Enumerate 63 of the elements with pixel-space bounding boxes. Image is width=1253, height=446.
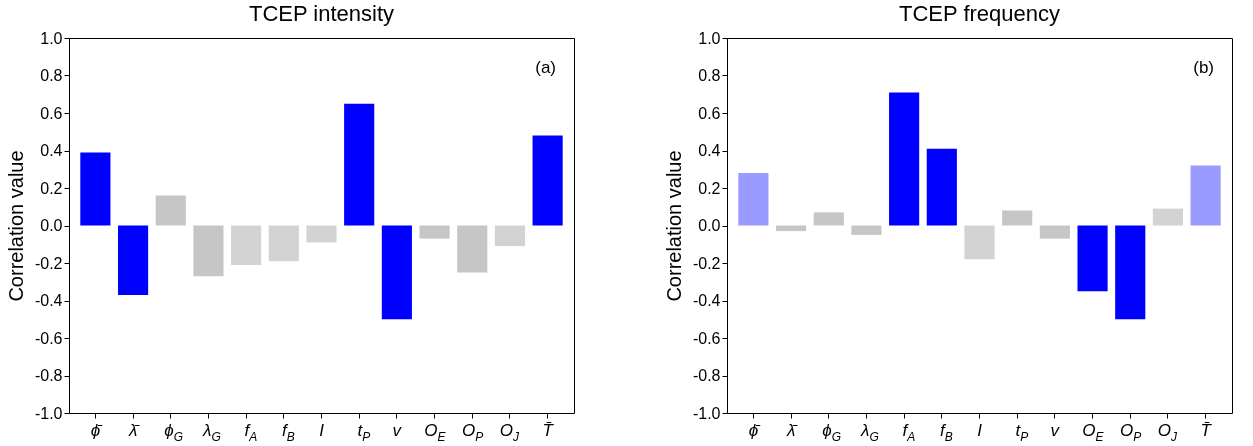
y-tick-label: -0.8: [34, 367, 63, 384]
bar: [193, 225, 224, 277]
y-tick-label: 1.0: [40, 29, 63, 47]
y-tick-label: -0.4: [34, 292, 63, 309]
y-tick-label: -0.2: [34, 254, 63, 272]
bar: [964, 225, 995, 260]
bar: [1002, 210, 1033, 226]
bar: [344, 103, 375, 226]
y-tick-label: -0.6: [34, 329, 63, 347]
y-tick-label: -1.0: [34, 404, 63, 422]
y-tick-label: 0.2: [40, 179, 63, 197]
y-tick-label: -0.4: [692, 292, 721, 309]
bar: [268, 225, 299, 262]
x-tick-label: ϕ̄: [748, 421, 762, 440]
chart-title: TCEP frequency: [898, 1, 1061, 26]
y-tick-label: -1.0: [692, 404, 721, 422]
y-tick-label: 0.8: [40, 67, 63, 84]
y-tick-label: -0.6: [692, 329, 721, 347]
x-tick-label: ϕ̄: [90, 421, 104, 440]
x-tick-label: I: [319, 421, 325, 440]
y-tick-label: 1.0: [698, 29, 721, 47]
bar: [851, 225, 882, 235]
x-tick-label: T̄: [1200, 421, 1213, 440]
y-tick-label: -0.8: [692, 367, 721, 384]
x-tick-label: λ̄: [127, 421, 141, 440]
bar: [889, 92, 920, 226]
y-tick-label: 0.8: [698, 67, 721, 84]
x-tick-label: λ̄: [785, 421, 799, 440]
x-tick-label: I: [977, 421, 983, 440]
y-tick-label: 0.6: [40, 104, 63, 122]
chart-title: TCEP intensity: [248, 1, 395, 26]
y-axis-title: Correlation value: [4, 150, 27, 302]
bar: [419, 225, 450, 239]
bar: [231, 225, 262, 265]
bar: [1152, 208, 1184, 226]
y-tick-label: 0.6: [698, 104, 721, 122]
bar: [1190, 165, 1221, 226]
x-tick-label: v: [1050, 421, 1061, 440]
bar: [155, 195, 186, 226]
bar: [80, 152, 111, 226]
annotation: (a): [535, 58, 556, 77]
y-tick-label: 0.0: [40, 217, 63, 234]
bar: [117, 225, 149, 295]
bar: [381, 225, 412, 320]
y-tick-label: -0.2: [692, 254, 721, 272]
annotation: (b): [1193, 58, 1214, 77]
bar: [738, 173, 769, 226]
bar: [813, 212, 844, 226]
bar: [532, 135, 563, 226]
y-axis-title: Correlation value: [662, 150, 685, 302]
bar: [1115, 225, 1146, 320]
bar: [1039, 225, 1070, 239]
x-tick-label: v: [392, 421, 403, 440]
bar: [926, 148, 957, 226]
bar: [306, 225, 337, 243]
x-tick-label: T̄: [542, 421, 555, 440]
y-tick-label: 0.0: [698, 217, 721, 234]
y-tick-label: 0.2: [698, 179, 721, 197]
bar: [494, 225, 526, 247]
bar: [1077, 225, 1108, 292]
y-tick-label: 0.4: [698, 142, 721, 159]
bar: [457, 225, 488, 273]
y-tick-label: 0.4: [40, 142, 63, 159]
